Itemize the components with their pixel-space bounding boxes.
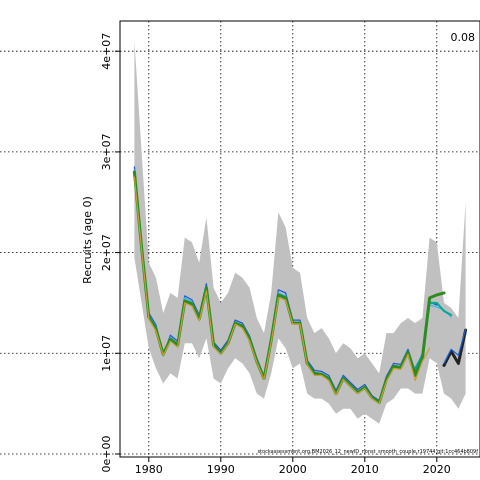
- confidence-band-area: [134, 41, 466, 424]
- x-tick-label-2: 2000: [279, 463, 307, 476]
- y-axis-label: Recruits (age 0): [81, 196, 94, 284]
- y-tick-label-3: 3e+07: [100, 133, 113, 170]
- y-tick-label-0: 0e+00: [100, 436, 113, 473]
- y-tick-label-4: 4e+07: [100, 33, 113, 70]
- y-tick-label-2: 2e+07: [100, 234, 113, 271]
- corner-value-label: 0.08: [451, 31, 476, 44]
- source-note: stockassessment.org,BM2026_12_newID_nons…: [257, 449, 478, 455]
- x-tick-label-3: 2010: [351, 463, 379, 476]
- y-tick-label-1: 1e+07: [100, 335, 113, 372]
- series-line-projection: [442, 328, 468, 367]
- y-axis: 0e+00 1e+07 2e+07 3e+07 4e+07: [100, 33, 120, 473]
- x-tick-label-0: 1980: [135, 463, 163, 476]
- series-line-projection-alt: [443, 328, 467, 364]
- series-line-overlay: [133, 176, 431, 405]
- confidence-band: [134, 41, 466, 424]
- x-tick-label-4: 2020: [423, 463, 451, 476]
- plot-frame: [119, 20, 480, 458]
- series-lines: [132, 166, 468, 405]
- x-tick-label-1: 1990: [207, 463, 235, 476]
- x-axis: 1980 1990 2000 2010 2020: [135, 457, 451, 476]
